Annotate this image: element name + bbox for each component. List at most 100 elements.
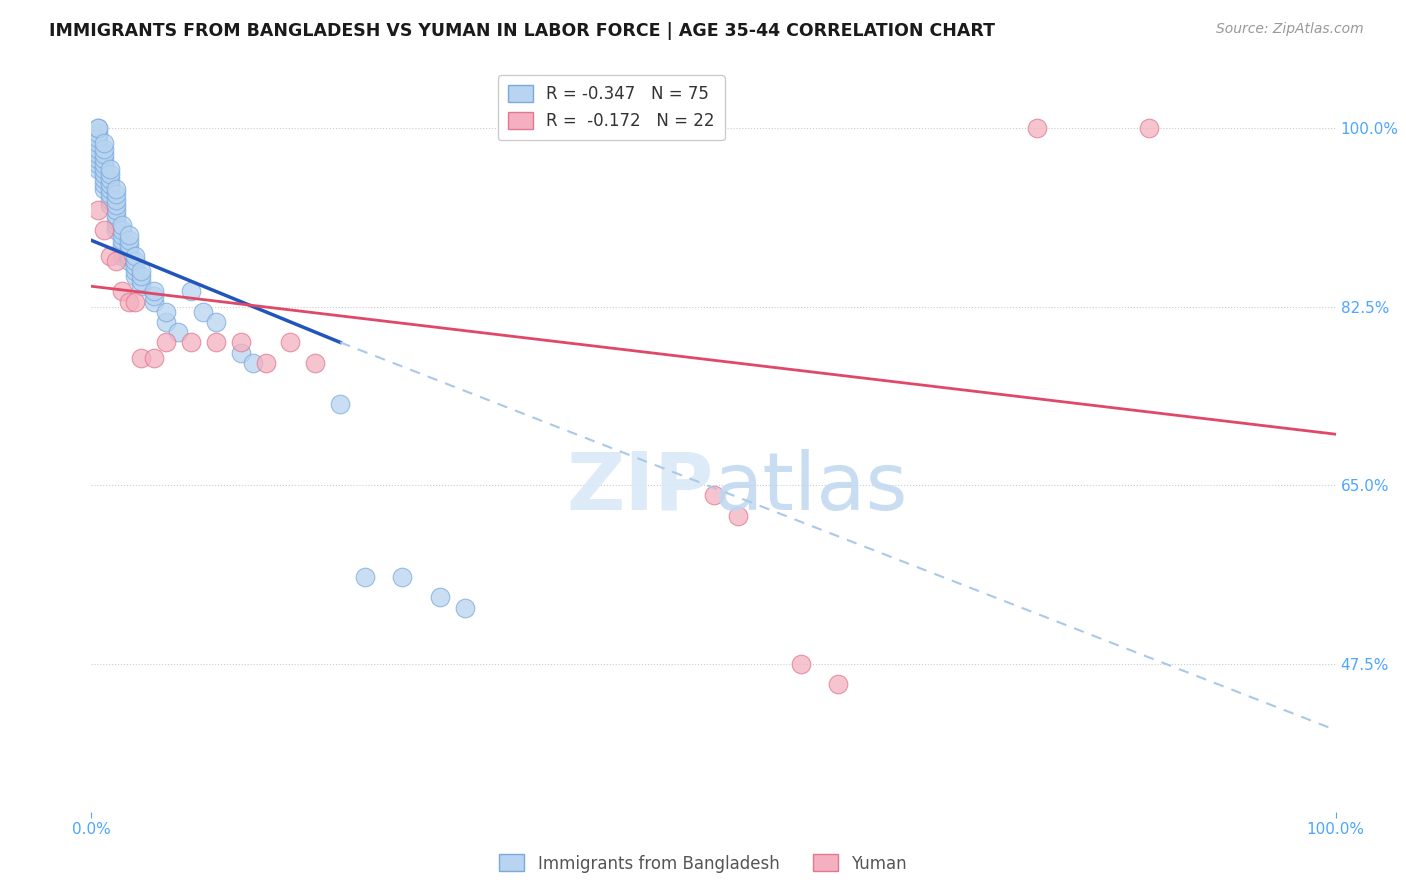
Legend: R = -0.347   N = 75, R =  -0.172   N = 22: R = -0.347 N = 75, R = -0.172 N = 22 [498,75,724,140]
Point [391,570,413,584]
Point [124,259,146,273]
Point [86,146,108,161]
Point [118,294,141,309]
Point [124,294,146,309]
Point [280,335,302,350]
Point [105,197,128,211]
Point [111,285,134,299]
Point [98,249,121,263]
Point [86,121,108,136]
Point [111,218,134,232]
Point [86,126,108,140]
Legend: Immigrants from Bangladesh, Yuman: Immigrants from Bangladesh, Yuman [492,847,914,880]
Point [124,253,146,268]
Point [118,228,141,243]
Point [1137,121,1160,136]
Point [98,182,121,196]
Point [105,187,128,202]
Point [429,591,451,605]
Point [86,142,108,156]
Point [205,315,228,329]
Point [111,249,134,263]
Point [254,356,277,370]
Point [93,178,115,192]
Point [105,193,128,207]
Point [98,193,121,207]
Point [129,279,152,293]
Point [111,244,134,258]
Point [105,208,128,222]
Point [105,223,128,237]
Point [111,223,134,237]
Point [142,294,165,309]
Point [93,182,115,196]
Text: atlas: atlas [713,449,908,526]
Point [124,249,146,263]
Point [86,157,108,171]
Point [242,356,264,370]
Point [93,172,115,186]
Point [1026,121,1049,136]
Point [93,161,115,176]
Point [111,228,134,243]
Point [98,197,121,211]
Point [93,223,115,237]
Text: ZIP: ZIP [567,449,713,526]
Point [205,335,228,350]
Point [142,289,165,303]
Point [105,218,128,232]
Point [93,146,115,161]
Point [167,325,190,339]
Point [111,238,134,252]
Point [142,285,165,299]
Point [304,356,326,370]
Point [86,136,108,151]
Point [93,152,115,166]
Point [329,396,352,410]
Point [129,268,152,283]
Point [142,351,165,365]
Point [155,335,177,350]
Point [111,233,134,247]
Point [86,161,108,176]
Point [118,249,141,263]
Point [129,274,152,288]
Point [124,264,146,278]
Point [86,131,108,145]
Point [155,305,177,319]
Point [93,157,115,171]
Point [105,253,128,268]
Point [702,488,725,502]
Point [193,305,215,319]
Point [86,121,108,136]
Point [98,178,121,192]
Point [155,315,177,329]
Text: IMMIGRANTS FROM BANGLADESH VS YUMAN IN LABOR FORCE | AGE 35-44 CORRELATION CHART: IMMIGRANTS FROM BANGLADESH VS YUMAN IN L… [49,22,995,40]
Point [124,268,146,283]
Point [98,167,121,181]
Point [180,335,202,350]
Point [229,335,252,350]
Point [86,152,108,166]
Point [86,202,108,217]
Point [105,182,128,196]
Point [118,238,141,252]
Point [98,161,121,176]
Text: Source: ZipAtlas.com: Source: ZipAtlas.com [1216,22,1364,37]
Point [98,187,121,202]
Point [105,202,128,217]
Point [118,233,141,247]
Point [789,657,811,671]
Point [129,351,152,365]
Point [105,213,128,227]
Point [827,677,849,691]
Point [93,136,115,151]
Point [98,172,121,186]
Point [93,142,115,156]
Point [354,570,377,584]
Point [118,244,141,258]
Point [229,345,252,359]
Point [118,253,141,268]
Point [129,264,152,278]
Point [453,600,475,615]
